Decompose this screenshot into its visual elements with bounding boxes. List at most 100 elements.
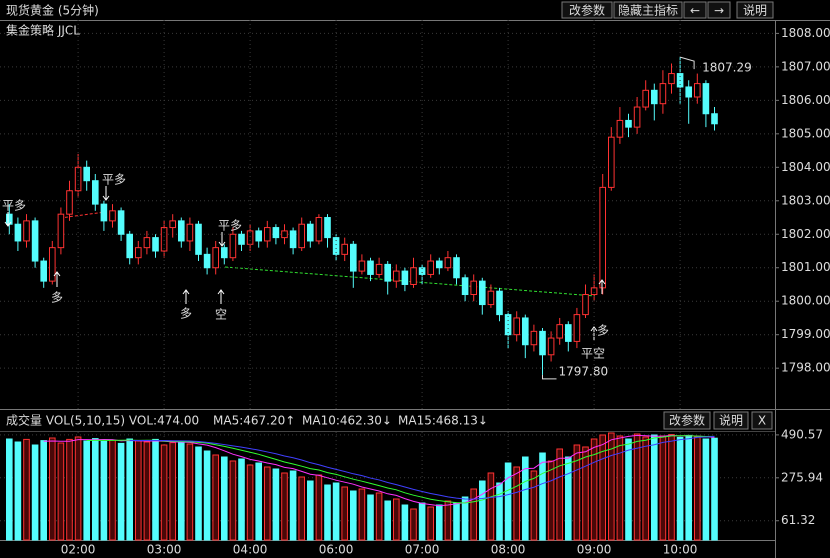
candle-body [195, 223, 202, 255]
candle-body [685, 86, 693, 98]
x-tick-label: 07:00 [405, 543, 440, 557]
volume-bar [100, 440, 108, 541]
signal-link [224, 266, 596, 297]
volume-button[interactable]: 说明 [713, 411, 749, 430]
candle-body [668, 73, 675, 85]
signal-arrow [217, 289, 225, 304]
volume-bar [427, 506, 434, 541]
candle-body [401, 270, 409, 285]
candle-body [410, 267, 417, 285]
volume-bar [289, 470, 297, 541]
candle-body [14, 223, 22, 242]
volume-bar [57, 442, 65, 541]
signal-label: 平空 [581, 347, 605, 361]
candle-body [384, 263, 391, 282]
candle-body [126, 233, 134, 259]
candle-body [203, 253, 211, 269]
volume-bar [453, 502, 460, 541]
legend-entry: MA10:462.30↓ [302, 414, 392, 428]
volume-bar [298, 476, 305, 541]
candle-body [307, 223, 314, 242]
candle-body [513, 317, 521, 336]
candle-body [358, 260, 366, 272]
volume-bar [685, 434, 693, 541]
candle-body [23, 220, 30, 242]
candle-body [281, 230, 288, 239]
volume-bar [410, 508, 417, 541]
volume-bar [117, 442, 125, 541]
volume-bar [66, 438, 73, 541]
button-frame [713, 411, 749, 430]
volume-bar [178, 440, 185, 541]
volume-bar [659, 435, 667, 541]
candle-body [539, 330, 546, 356]
candle-body [298, 223, 305, 249]
volume-bar [135, 440, 142, 541]
signal-label: 平多 [218, 219, 242, 233]
candle-body [375, 263, 383, 275]
y-tick-label: 1804.00 [781, 160, 830, 174]
candle-body [272, 227, 280, 239]
candle-body [590, 287, 598, 296]
volume-bar [522, 456, 529, 541]
volume-bar [633, 433, 641, 541]
header-button[interactable]: ← [683, 1, 707, 19]
candle-body [178, 220, 185, 242]
candle-body [160, 227, 168, 252]
button-label: ← [690, 4, 700, 18]
volume-bar [702, 438, 710, 541]
candle-body [608, 136, 615, 188]
volume-bar [625, 438, 632, 541]
volume-bar [126, 438, 134, 541]
candle-body [470, 280, 477, 296]
volume-bar [496, 482, 503, 541]
volume-bar [375, 492, 383, 541]
volume-bar [358, 488, 366, 541]
candle-body [40, 260, 48, 282]
signal-link [59, 211, 106, 219]
header-button[interactable]: 改参数 [561, 1, 613, 19]
volume-bar [324, 484, 331, 541]
volume-bar [599, 434, 607, 541]
volume-bar [332, 482, 340, 541]
volume-bar [40, 440, 48, 541]
y-tick-label: 1803.00 [781, 193, 830, 207]
header-button[interactable]: 说明 [736, 1, 774, 19]
candle-body [496, 290, 503, 316]
volume-bar [401, 504, 409, 541]
volume-button[interactable]: 改参数 [663, 411, 711, 430]
volume-bar [694, 436, 701, 541]
candle-body [633, 106, 641, 128]
header-button[interactable]: 隐藏主指标 [613, 1, 683, 19]
volume-bar [590, 438, 598, 541]
volume-bar [573, 444, 581, 541]
x-tick-label: 04:00 [233, 543, 268, 557]
button-label: 改参数 [669, 413, 705, 428]
header-button[interactable]: → [707, 1, 731, 19]
button-frame [663, 411, 711, 430]
button-frame [707, 1, 731, 19]
candle-body [255, 230, 262, 242]
button-frame [751, 411, 773, 430]
signal-label: 多 [51, 291, 63, 305]
button-label: 说明 [743, 3, 767, 18]
button-frame [683, 1, 707, 19]
button-label: X [758, 414, 766, 428]
x-tick-label: 02:00 [61, 543, 96, 557]
legend-entry: MA5:467.20↑ [213, 414, 295, 428]
volume-bar [49, 437, 56, 541]
volume-bar [642, 436, 650, 541]
volume-bar [470, 488, 477, 541]
y-tick-label: 1801.00 [781, 260, 830, 274]
volume-bar [504, 462, 512, 541]
volume-title: 成交量 VOL(5,10,15) VOL:474.00 [6, 413, 199, 428]
candle-body [57, 213, 65, 249]
volume-bar [711, 437, 718, 541]
volume-button[interactable]: X [751, 411, 773, 430]
volume-bar [255, 462, 262, 541]
x-tick-label: 10:00 [663, 543, 698, 557]
candle-body [238, 233, 245, 245]
signal-label: 平多 [2, 199, 26, 213]
candle-body [659, 83, 667, 105]
